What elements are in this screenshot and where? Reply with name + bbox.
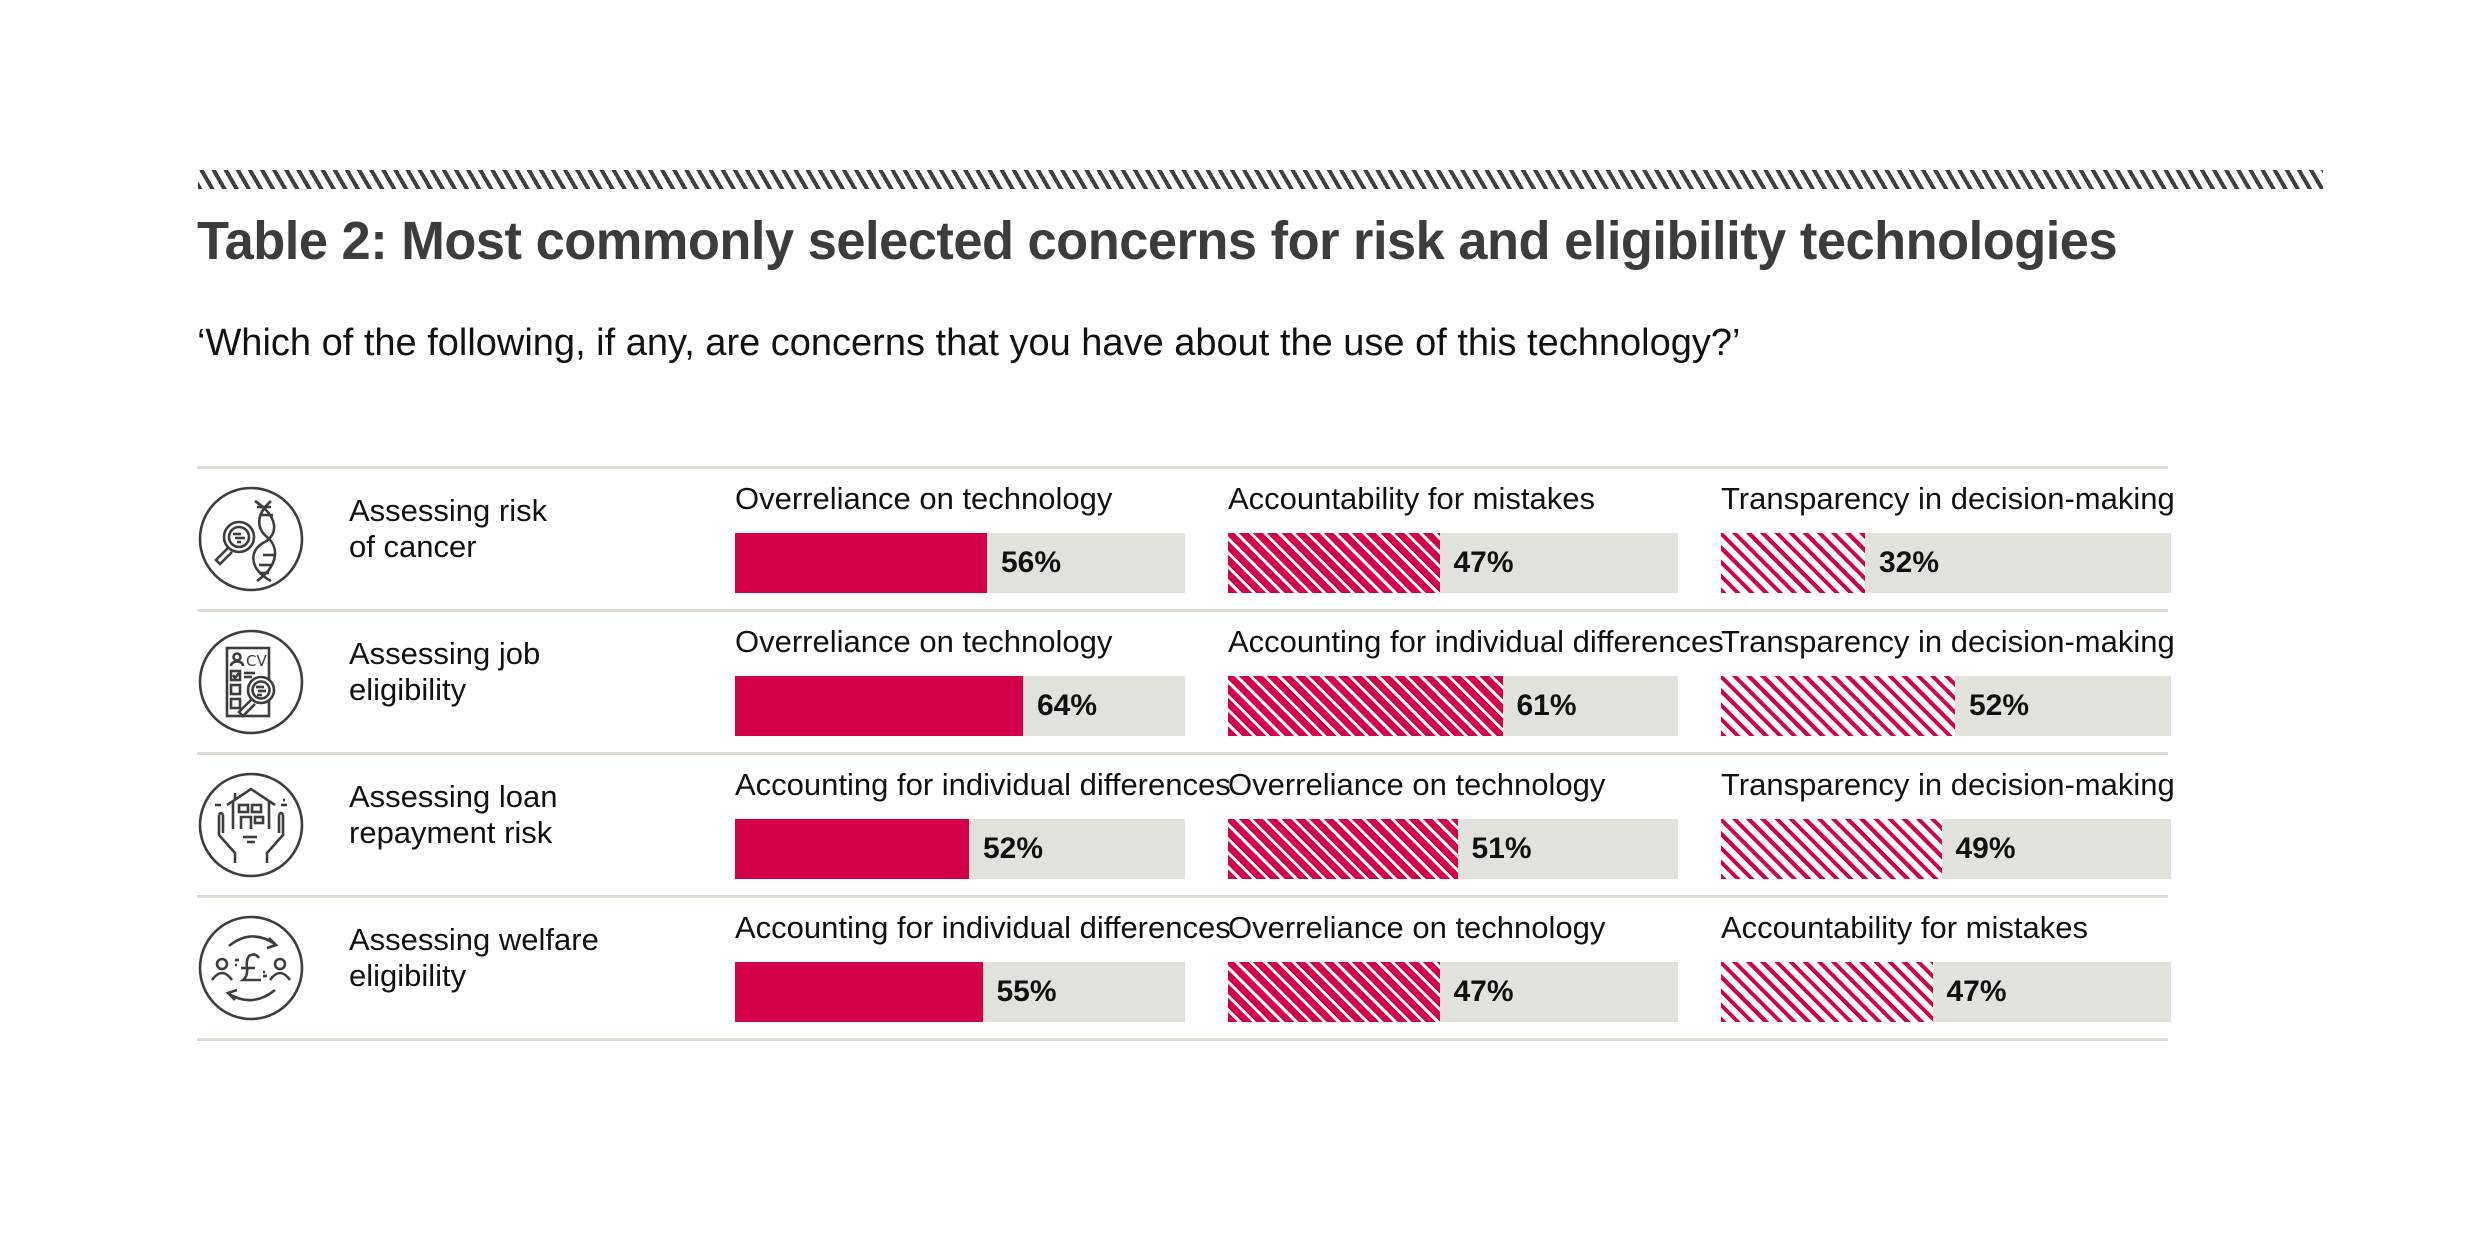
technology-label: Assessing risk of cancer [349,493,649,565]
bar-fill [1721,819,1942,879]
cv-magnifier-icon: CV [197,628,305,736]
bar-fill [1228,533,1440,593]
bar-fill [735,819,969,879]
bar-track: 61% [1228,676,1678,736]
concern-cell: Overreliance on technology 47% [1228,910,1678,1022]
bar-track: 55% [735,962,1185,1022]
concern-label: Overreliance on technology [735,481,1113,516]
bar-fill [735,533,987,593]
technology-label-line: repayment risk [349,815,553,850]
value-label: 47% [1453,975,1514,1008]
bar-track: 64% [735,676,1185,736]
table-row: CV Assessing job eligibility Overrelianc… [197,612,2175,755]
concern-cell: Transparency in decision-making 49% [1721,767,2175,879]
bar-track: 32% [1721,533,2171,593]
bar-track: 51% [1228,819,1678,879]
value-label: 61% [1516,689,1577,722]
technology-label-line: eligibility [349,672,467,707]
house-in-hands-icon [197,771,305,879]
bar-fill [1721,533,1865,593]
value-label: 49% [1955,832,2016,865]
value-label: 32% [1879,546,1940,579]
technology-label-line: Assessing job [349,636,541,671]
concern-cell: Overreliance on technology 64% [735,624,1185,736]
concern-cell: Transparency in decision-making 52% [1721,624,2175,736]
dna-magnifier-icon [197,485,305,593]
concern-cell: Accounting for individual differences 61… [1228,624,1724,736]
value-label: 52% [1969,689,2030,722]
bar-fill [735,676,1023,736]
value-label: 47% [1946,975,2007,1008]
concern-cell: Accountability for mistakes 47% [1721,910,2171,1022]
value-label: 56% [1001,546,1062,579]
technology-label-line: Assessing welfare [349,922,599,957]
concern-label: Accountability for mistakes [1228,481,1595,516]
bar-track: 47% [1228,962,1678,1022]
technology-label-line: Assessing risk [349,493,548,528]
concern-label: Accounting for individual differences [735,910,1231,945]
bar-track: 52% [1721,676,2171,736]
bar-fill [735,962,983,1022]
bar-fill [1721,676,1955,736]
technology-label-line: of cancer [349,529,477,564]
concern-label: Accountability for mistakes [1721,910,2088,945]
table-row: Assessing risk of cancer Overreliance on… [197,466,2175,612]
concern-label: Overreliance on technology [1228,910,1606,945]
bar-fill [1228,962,1440,1022]
technology-label: Assessing loan repayment risk [349,779,649,851]
survey-question: ‘Which of the following, if any, are con… [197,322,1741,364]
concern-cell: Overreliance on technology 56% [735,481,1185,593]
concern-label: Overreliance on technology [735,624,1113,659]
concern-label: Accounting for individual differences [735,767,1231,802]
value-label: 55% [996,975,1057,1008]
technology-label-line: eligibility [349,958,467,993]
bar-track: 47% [1228,533,1678,593]
bar-track: 56% [735,533,1185,593]
concern-cell: Accountability for mistakes 47% [1228,481,1678,593]
concern-label: Transparency in decision-making [1721,624,2175,659]
concern-cell: Overreliance on technology 51% [1228,767,1678,879]
technology-label-line: Assessing loan [349,779,558,814]
technology-label: Assessing job eligibility [349,636,649,708]
svg-text:CV: CV [246,652,267,670]
bar-track: 52% [735,819,1185,879]
pound-exchange-icon [197,914,305,1022]
bar-fill [1228,819,1458,879]
bar-fill [1228,676,1503,736]
concern-label: Overreliance on technology [1228,767,1606,802]
hatched-divider [198,170,2323,189]
concerns-table: Assessing risk of cancer Overreliance on… [197,466,2175,1041]
bar-track: 49% [1721,819,2171,879]
concern-label: Transparency in decision-making [1721,481,2175,516]
bar-track: 47% [1721,962,2171,1022]
concern-cell: Accounting for individual differences 55… [735,910,1231,1022]
concern-cell: Accounting for individual differences 52… [735,767,1231,879]
chart-title: Table 2: Most commonly selected concerns… [197,211,2118,271]
concern-label: Transparency in decision-making [1721,767,2175,802]
value-label: 51% [1471,832,1532,865]
technology-label: Assessing welfare eligibility [349,922,649,994]
value-label: 52% [983,832,1044,865]
table-row: Assessing welfare eligibility Accounting… [197,898,2171,1041]
concern-label: Accounting for individual differences [1228,624,1724,659]
value-label: 64% [1037,689,1098,722]
concern-cell: Transparency in decision-making 32% [1721,481,2175,593]
value-label: 47% [1453,546,1514,579]
bar-fill [1721,962,1933,1022]
table-row: Assessing loan repayment risk Accounting… [197,755,2175,898]
